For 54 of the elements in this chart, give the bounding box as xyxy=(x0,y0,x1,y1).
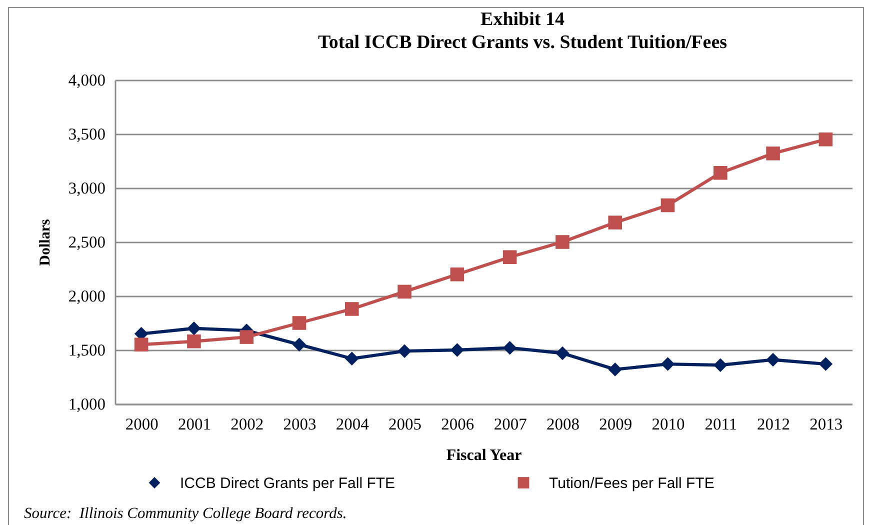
point xyxy=(134,338,148,352)
chart-subtitle: Total ICCB Direct Grants vs. Student Tuition/Fees xyxy=(318,32,728,53)
x-tick-label: 2001 xyxy=(178,414,211,434)
point xyxy=(292,316,306,330)
point xyxy=(502,250,517,264)
y-axis-title: Dollars xyxy=(37,219,54,266)
x-axis-title: Fiscal Year xyxy=(446,447,522,464)
x-tick-label: 2003 xyxy=(283,414,316,434)
source-note: Source: Illinois Community College Board records. xyxy=(24,505,347,523)
point xyxy=(187,322,201,336)
y-tick-label: 2,500 xyxy=(68,232,106,252)
point xyxy=(502,340,517,355)
point xyxy=(292,338,306,352)
x-tick-label: 2005 xyxy=(388,414,422,434)
point xyxy=(766,352,780,367)
x-tick-label: 2007 xyxy=(494,414,527,434)
point xyxy=(398,344,412,358)
point xyxy=(608,216,622,230)
point xyxy=(714,166,728,180)
point xyxy=(556,346,570,360)
point xyxy=(714,358,728,372)
x-tick-label: 2012 xyxy=(757,414,790,434)
point xyxy=(450,343,464,357)
x-tick-label: 2002 xyxy=(230,414,264,434)
legend-label: Tution/Fees per Fall FTE xyxy=(549,474,714,492)
x-tick-label: 2004 xyxy=(336,414,369,434)
point xyxy=(766,146,780,160)
x-tick-label: 2000 xyxy=(125,414,158,434)
x-tick-label: 2010 xyxy=(652,414,685,434)
chart-title: Exhibit 14 xyxy=(480,9,565,30)
point xyxy=(345,352,359,366)
x-tick-label: 2011 xyxy=(704,414,738,434)
y-tick-label: 1,500 xyxy=(68,340,106,360)
y-tick-label: 3,000 xyxy=(68,178,106,198)
x-tick-label: 2013 xyxy=(810,414,843,434)
y-tick-label: 4,000 xyxy=(68,70,106,90)
point xyxy=(818,357,833,371)
x-tick-label: 2009 xyxy=(599,414,632,434)
y-tick-label: 2,000 xyxy=(68,286,106,306)
y-tick-label: 3,500 xyxy=(68,124,106,144)
point xyxy=(187,334,201,348)
point xyxy=(345,302,359,316)
point xyxy=(818,132,833,146)
point xyxy=(660,198,675,212)
point xyxy=(556,235,570,249)
point xyxy=(608,362,622,376)
x-tick-label: 2006 xyxy=(441,414,474,434)
legend-label: ICCB Direct Grants per Fall FTE xyxy=(180,474,396,492)
point xyxy=(660,357,675,371)
x-tick-label: 2008 xyxy=(546,414,580,434)
point xyxy=(450,268,464,282)
point xyxy=(398,284,412,299)
point xyxy=(240,330,254,344)
y-tick-label: 1,000 xyxy=(68,394,106,414)
